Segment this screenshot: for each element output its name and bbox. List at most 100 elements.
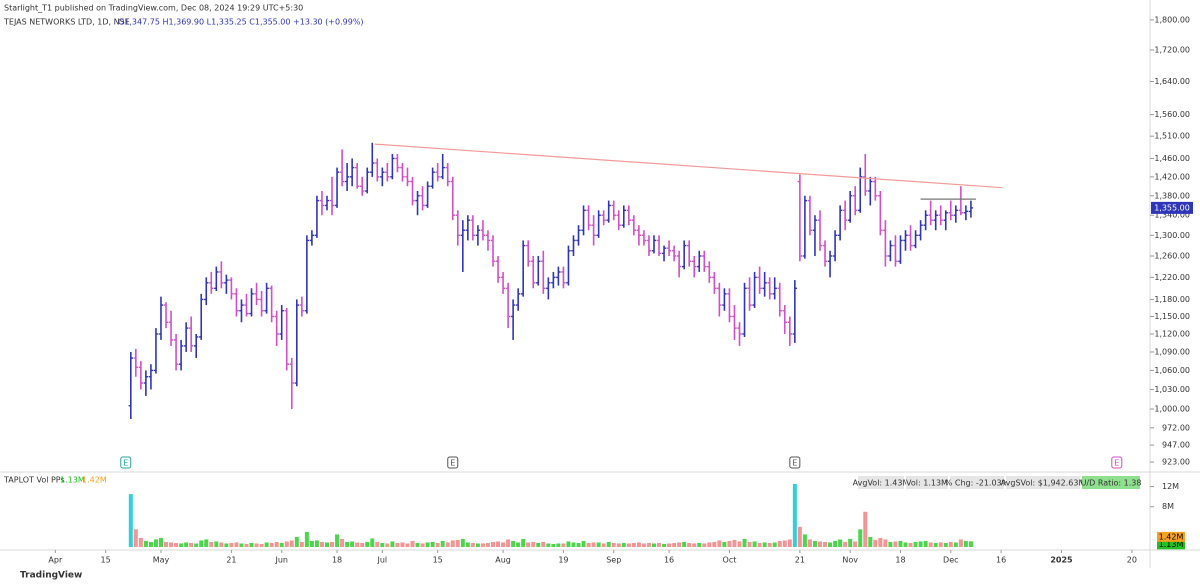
stat-box (858, 476, 904, 489)
volume-bar (772, 542, 777, 547)
volume-bar (309, 540, 314, 547)
volume-bar (792, 484, 797, 547)
volume-bar (465, 542, 470, 547)
volume-bar (737, 541, 742, 547)
volume-bar (224, 543, 229, 547)
volume-bar (244, 543, 249, 547)
volume-bar (812, 540, 817, 547)
volume-bar (667, 543, 672, 547)
volume-bar (390, 541, 395, 547)
y-tick-label: 972.00 (1162, 423, 1190, 432)
volume-bar (380, 542, 385, 547)
volume-bar (284, 541, 289, 547)
volume-bar (335, 534, 340, 547)
stat-label: AvgSVol: $1,942.63M (1001, 479, 1086, 488)
volume-bar (963, 540, 968, 547)
volume-bar (863, 511, 868, 547)
volume-title: TAPLOT Vol PPs (3, 476, 65, 485)
stat-box (950, 476, 1004, 489)
volume-bar (264, 542, 269, 547)
volume-bar (138, 537, 143, 547)
volume-bar (269, 542, 274, 547)
volume-bar (943, 542, 948, 547)
y-tick-label: 1,220.00 (1154, 273, 1190, 282)
volume-bar (405, 543, 410, 547)
y-tick-label: 1,000.00 (1154, 405, 1190, 414)
volume-bar (747, 541, 752, 547)
volume-bar (128, 494, 133, 547)
volume-bar (430, 541, 435, 547)
event-label: E (1114, 459, 1119, 468)
volume-bar (299, 541, 304, 547)
volume-bar (375, 541, 380, 547)
stat-label: U/D Ratio: 1.38 (1081, 479, 1142, 488)
volume-bar (219, 542, 224, 547)
volume-bar (566, 541, 571, 547)
y-tick-label: 1,420.00 (1154, 172, 1190, 181)
volume-bar (360, 542, 365, 547)
x-tick-label: Apr (48, 556, 63, 565)
volume-bar (817, 541, 822, 547)
volume-bar (340, 538, 345, 547)
volume-marker-label: 1.13M (1159, 540, 1184, 549)
y-tick-label: 1,640.00 (1154, 77, 1190, 86)
y-tick-label: 1,120.00 (1154, 329, 1190, 338)
volume-bar (878, 537, 883, 547)
volume-bar (742, 538, 747, 547)
volume-bar (651, 543, 656, 547)
volume-bar (511, 540, 516, 547)
volume-bar (657, 542, 662, 547)
volume-bar (918, 541, 923, 547)
volume-marker-box (1157, 539, 1185, 550)
y-tick-label: 1,060.00 (1154, 366, 1190, 375)
volume-bar (234, 542, 239, 547)
x-tick-label: 18 (332, 556, 342, 565)
volume-bar (631, 542, 636, 547)
volume-bar (491, 541, 496, 547)
volume-bar (179, 543, 184, 547)
x-tick-label: Jul (376, 556, 387, 565)
y-tick-label: 1,800.00 (1154, 15, 1190, 24)
brand: TradingView (20, 571, 82, 581)
y-tick-label: 1,260.00 (1154, 252, 1190, 261)
x-tick-label: 21 (795, 556, 805, 565)
volume-bar (853, 541, 858, 547)
volume-bar (833, 540, 838, 547)
volume-bar (581, 540, 586, 547)
volume-bar (365, 541, 370, 547)
stat-box (906, 476, 948, 489)
volume-bar (536, 542, 541, 547)
volume-bar (440, 540, 445, 547)
x-tick-label: 16 (664, 556, 674, 565)
ohlc-readout: O1,347.75 H1,369.90 L1,335.25 C1,355.00 … (118, 18, 364, 27)
y-tick-label: 1,460.00 (1154, 154, 1190, 163)
volume-bar (893, 541, 898, 547)
volume-legend-value: 1.13M (60, 476, 85, 485)
volume-bar (888, 541, 893, 547)
y-tick-label: 1,180.00 (1154, 295, 1190, 304)
volume-bar (516, 542, 521, 547)
volume-bar (848, 538, 853, 547)
volume-bar (913, 541, 918, 547)
volume-bar (702, 543, 707, 547)
volume-bar (591, 542, 596, 547)
volume-bar (204, 539, 209, 547)
volume-bar (712, 541, 717, 547)
x-tick-label: 2025 (1050, 556, 1073, 565)
volume-bar (677, 542, 682, 547)
volume-bar (410, 540, 415, 547)
volume-bar (883, 539, 888, 547)
volume-bar (435, 542, 440, 547)
volume-bar (556, 543, 561, 547)
x-tick-label: Sep (606, 556, 621, 565)
volume-bar (425, 542, 430, 547)
volume-bar (153, 539, 158, 547)
event-label: E (792, 459, 797, 468)
volume-bar (953, 542, 958, 547)
y-tick-label: 947.00 (1162, 441, 1190, 450)
volume-bar (475, 543, 480, 547)
volume-bar (611, 542, 616, 547)
x-tick-label: 20 (1127, 556, 1137, 565)
volume-bar (254, 543, 259, 547)
volume-bar (319, 541, 324, 547)
